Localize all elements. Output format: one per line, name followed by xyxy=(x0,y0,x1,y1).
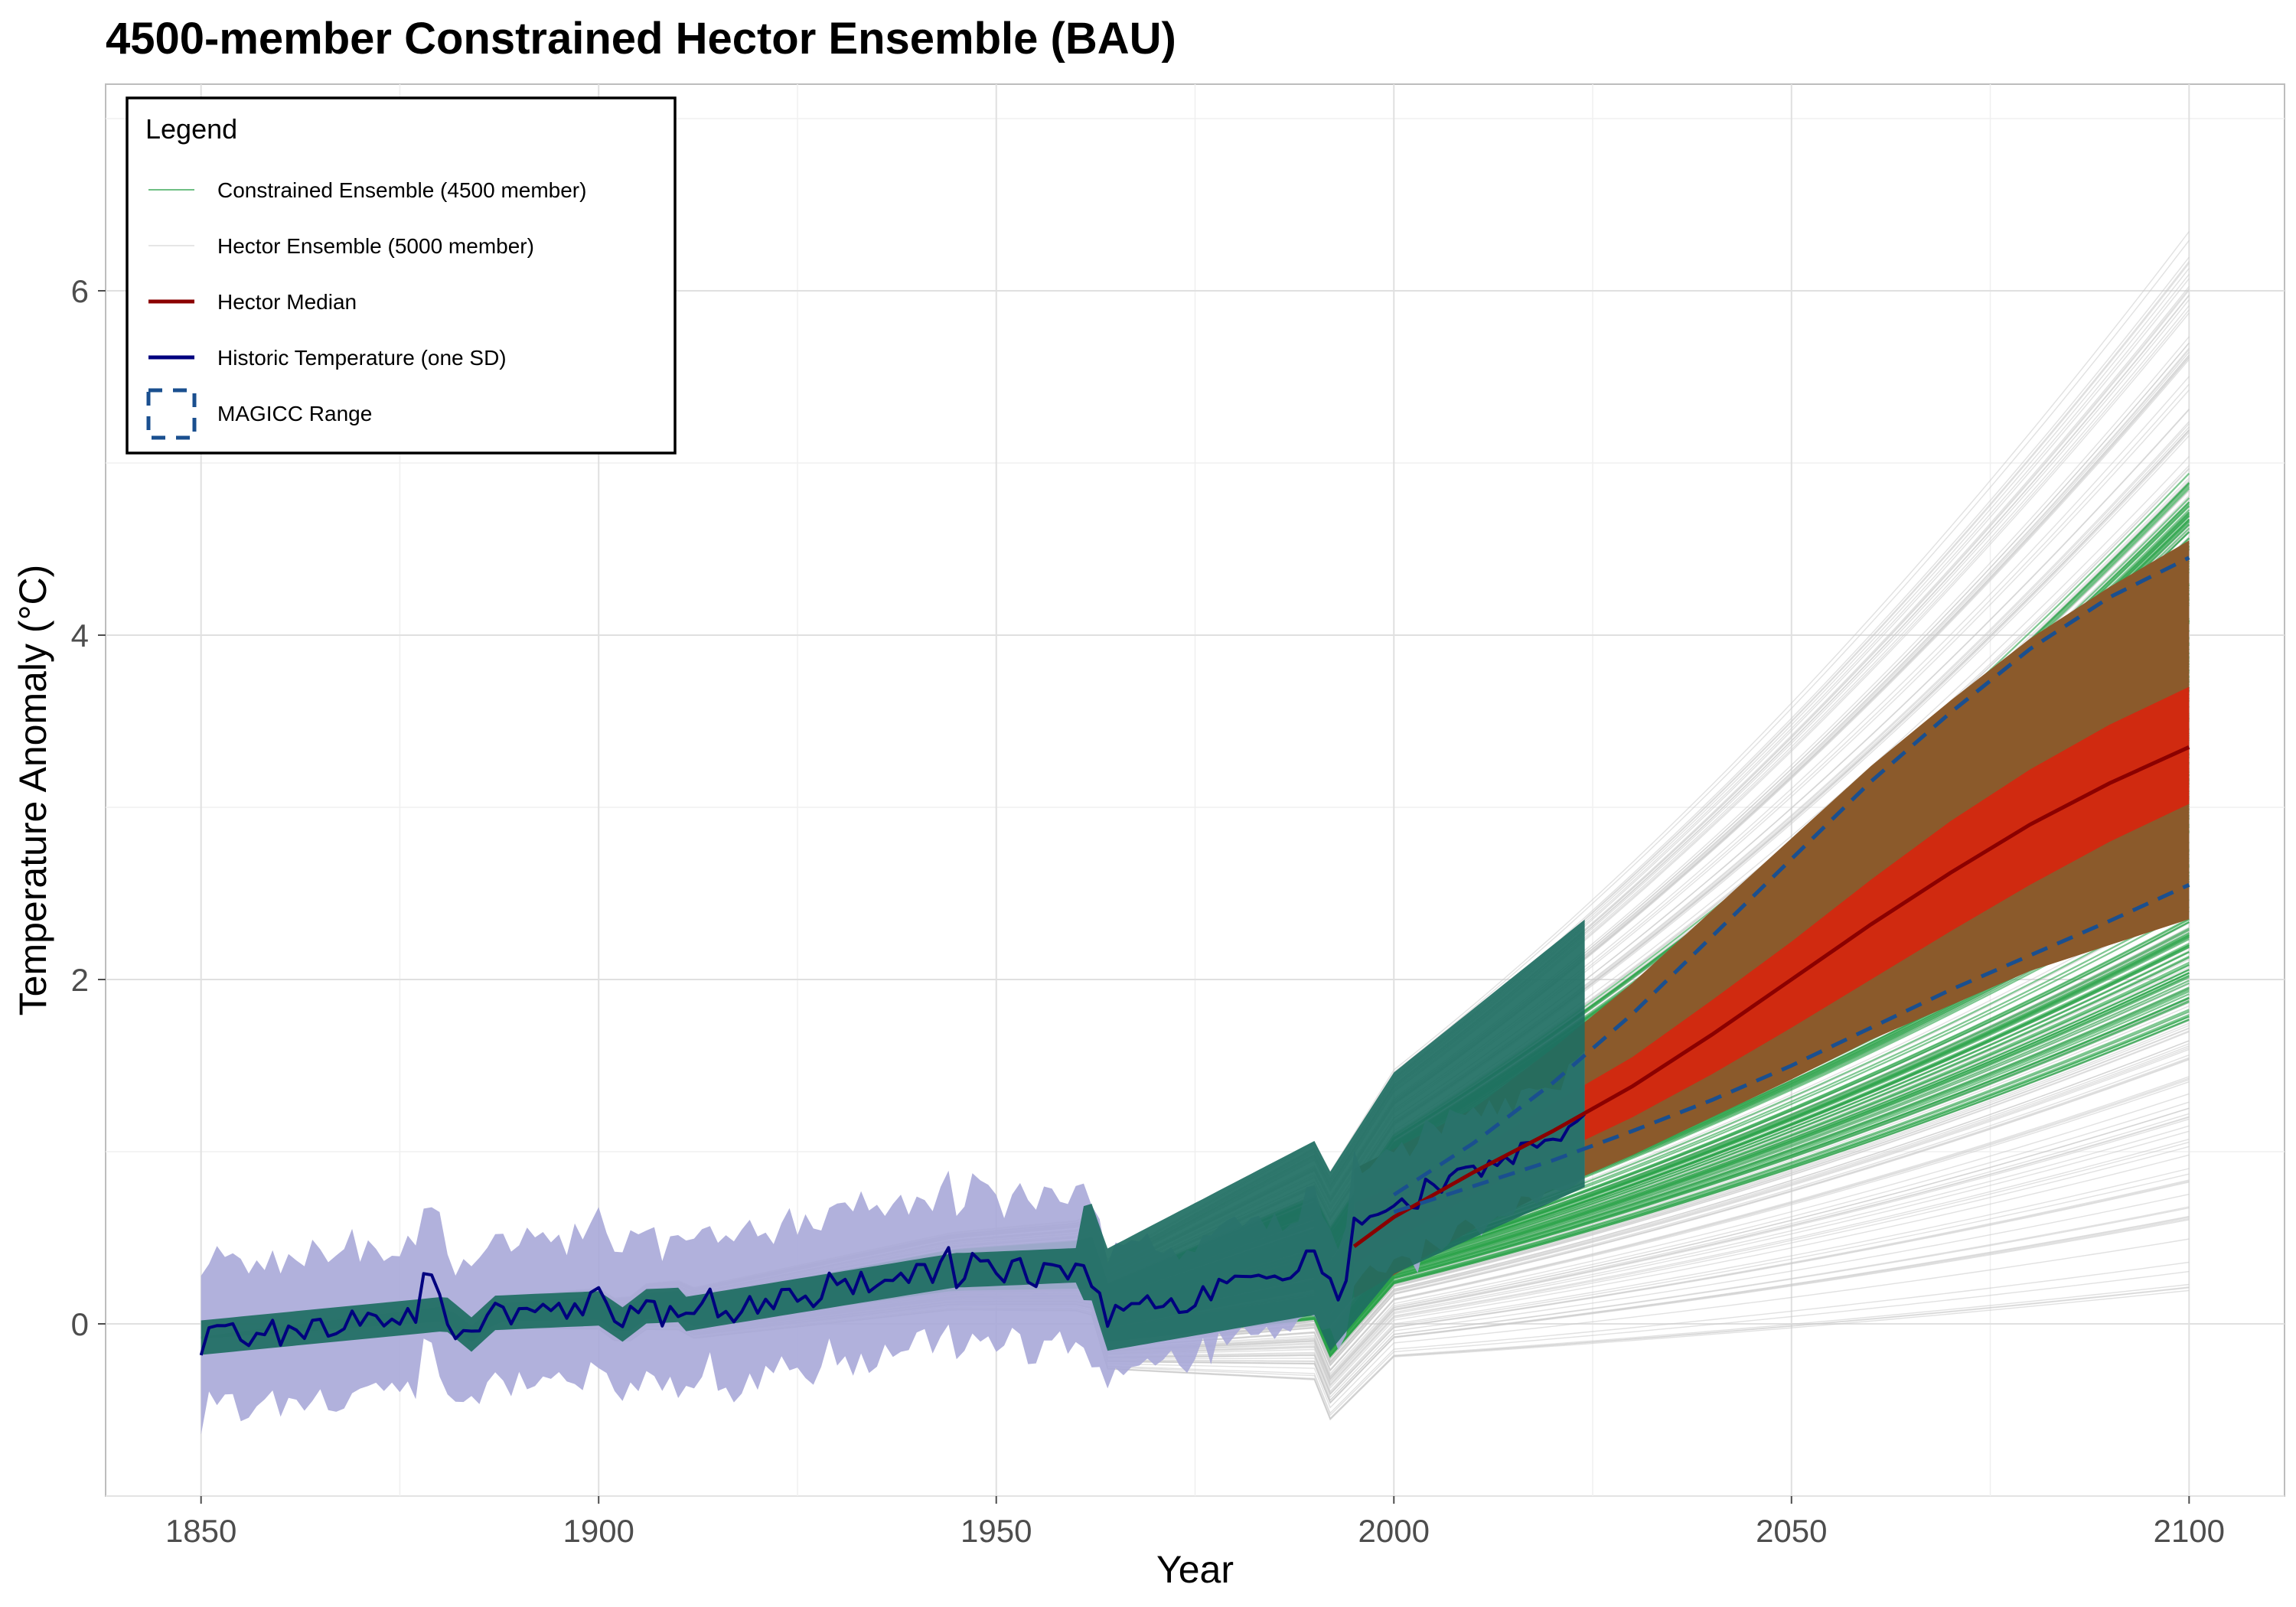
y-tick-label: 0 xyxy=(71,1306,89,1342)
series-layer xyxy=(199,231,2190,1435)
legend-box xyxy=(126,96,677,455)
x-tick-label: 1850 xyxy=(165,1513,236,1549)
x-tick-label: 2100 xyxy=(2154,1513,2225,1549)
historic-ensemble-overlap xyxy=(201,919,1585,1355)
legend-label: Historic Temperature (one SD) xyxy=(217,346,507,370)
y-tick-label: 4 xyxy=(71,618,89,654)
x-tick-label: 1900 xyxy=(563,1513,634,1549)
x-tick-label: 2000 xyxy=(1358,1513,1430,1549)
magicc-lower xyxy=(1393,883,2190,1214)
hector-median-line xyxy=(1352,745,2190,1248)
legend-title: Legend xyxy=(145,113,237,145)
historic-temperature-line xyxy=(199,1113,1586,1356)
x-tick-label: 1950 xyxy=(960,1513,1032,1549)
y-tick-label: 2 xyxy=(71,962,89,998)
legend-label: Constrained Ensemble (4500 member) xyxy=(217,178,586,202)
y-tick-label: 6 xyxy=(71,273,89,309)
axis-ticks: 1850 1900 1950 2000 2050 2100 0 2 4 6 xyxy=(71,273,2225,1549)
x-axis-label: Year xyxy=(1156,1548,1234,1591)
y-axis-label: Temperature Anomaly (°C) xyxy=(11,565,54,1016)
chart-title: 4500-member Constrained Hector Ensemble … xyxy=(106,14,1176,64)
x-tick-label: 2050 xyxy=(1756,1513,1827,1549)
legend-label: Hector Ensemble (5000 member) xyxy=(217,234,534,258)
legend: Legend Constrained Ensemble (4500 member)… xyxy=(126,96,677,455)
plot-area: 1850 1900 1950 2000 2050 2100 0 2 4 6 xyxy=(71,83,2285,1549)
legend-label: Hector Median xyxy=(217,290,357,314)
legend-label: MAGICC Range xyxy=(217,402,372,425)
historic-sd-band xyxy=(201,1051,1585,1435)
